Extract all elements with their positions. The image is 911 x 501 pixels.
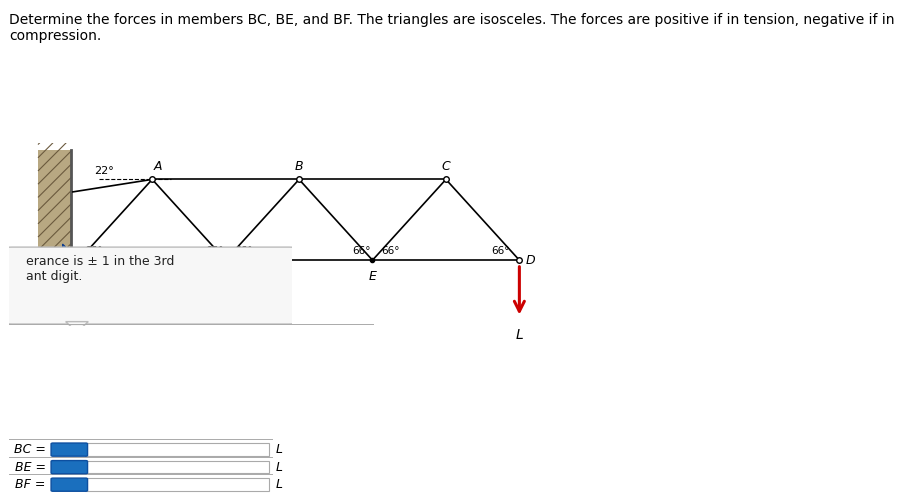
Text: G: G — [74, 271, 84, 284]
Text: i: i — [67, 462, 71, 472]
Text: erance is ± 1 in the 3rd
ant digit.: erance is ± 1 in the 3rd ant digit. — [26, 255, 174, 283]
FancyBboxPatch shape — [4, 247, 297, 324]
Text: BF =: BF = — [15, 478, 46, 491]
Text: BC =: BC = — [14, 443, 46, 456]
Text: E: E — [368, 271, 376, 284]
Polygon shape — [63, 244, 78, 277]
Text: 66°: 66° — [84, 246, 102, 256]
Text: B: B — [294, 160, 303, 173]
FancyBboxPatch shape — [85, 478, 269, 491]
Text: BE =: BE = — [15, 460, 46, 473]
FancyBboxPatch shape — [51, 443, 87, 456]
Text: L: L — [275, 443, 282, 456]
Text: L: L — [275, 460, 282, 473]
Text: A: A — [153, 160, 162, 173]
Polygon shape — [66, 322, 88, 332]
FancyBboxPatch shape — [85, 461, 269, 473]
Text: D: D — [525, 254, 534, 267]
Text: L: L — [515, 328, 523, 342]
Text: F: F — [221, 271, 229, 284]
Bar — [38, 150, 71, 290]
Text: 22°: 22° — [94, 166, 114, 176]
Text: 66°: 66° — [205, 246, 223, 256]
Text: L: L — [275, 478, 282, 491]
Text: 66°: 66° — [491, 246, 509, 256]
Text: 66°: 66° — [352, 246, 370, 256]
Text: 66°: 66° — [381, 246, 399, 256]
Text: C: C — [441, 160, 450, 173]
Text: i: i — [67, 479, 71, 489]
Text: i: i — [67, 444, 71, 454]
FancyBboxPatch shape — [51, 460, 87, 474]
Text: Determine the forces in members BC, BE, and BF. The triangles are isosceles. The: Determine the forces in members BC, BE, … — [9, 13, 894, 43]
FancyBboxPatch shape — [85, 443, 269, 456]
Text: 66°: 66° — [234, 246, 252, 256]
FancyBboxPatch shape — [51, 478, 87, 491]
